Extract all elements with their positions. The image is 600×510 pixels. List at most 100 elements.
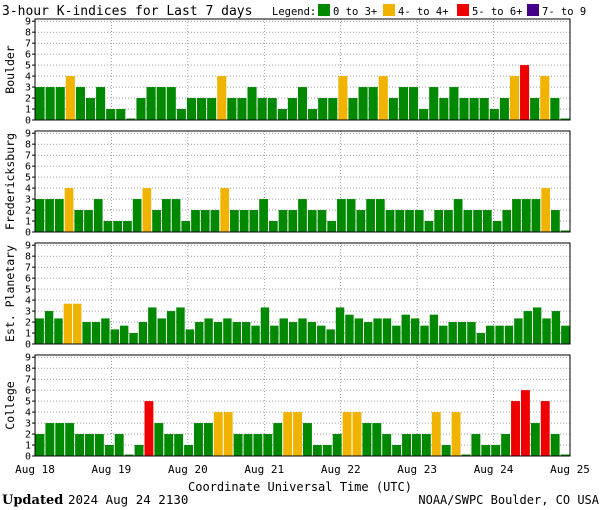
y-tick-label: 4 [25,296,31,307]
k-index-bar [113,221,123,232]
k-index-bar [354,318,364,344]
y-tick-label: 9 [25,17,31,28]
y-tick-label: 1 [25,329,31,340]
k-index-bar [328,98,338,120]
k-index-bar [540,76,550,120]
y-tick-label: 7 [25,151,31,162]
panel-station-label: Fredericksburg [3,133,17,230]
k-index-bar [65,423,75,456]
k-index-bar [251,325,260,344]
k-index-bar [453,199,463,232]
k-index-bar [91,322,101,344]
y-tick-label: 6 [25,162,31,173]
k-index-bar [312,445,322,456]
y-tick-label: 0 [25,116,31,127]
k-index-bar [184,445,194,456]
k-index-bar [392,445,402,456]
k-index-bar [358,87,368,120]
k-index-bar [476,333,486,344]
y-tick-label: 6 [25,274,31,285]
k-index-bar [35,318,44,344]
k-index-bar [223,318,232,344]
k-index-bar [171,199,181,232]
k-index-bar [283,412,293,456]
updated-timestamp: 2024 Aug 24 2130 [68,492,188,507]
legend: 0 to 3+ 4- to 4+ 5- to 6+ 7- to 9 [318,4,586,18]
k-index-bar [419,109,429,120]
k-index-bar [273,423,283,456]
y-tick-label: 4 [25,408,31,419]
k-index-bar [414,210,424,232]
k-index-bar [378,76,388,120]
x-tick-label: Aug 24 [474,463,514,476]
y-tick-label: 5 [25,61,31,72]
k-index-bar [64,188,74,232]
k-index-bar [332,434,342,456]
k-index-bar [375,199,385,232]
k-index-bar [364,322,373,344]
k-index-bar [166,87,176,120]
credit-text: NOAA/SWPC Boulder, CO USA [418,493,599,507]
y-tick-label: 3 [25,419,31,430]
legend-swatch [457,4,469,16]
k-index-bar [520,65,530,120]
k-index-bar [479,98,489,120]
k-index-bar [449,87,459,120]
k-index-bar [509,76,520,120]
x-tick-label: Aug 22 [321,463,361,476]
k-index-bar [227,98,237,120]
k-index-bar [511,401,520,456]
k-index-bar [134,445,144,456]
k-index-bar [348,98,358,120]
k-index-bar [35,199,45,232]
y-tick-label: 2 [25,94,31,105]
k-index-bar [473,210,482,232]
k-index-bar [106,109,116,120]
legend-item: 7- to 9 [527,4,586,18]
k-index-bar [241,322,251,344]
k-index-bar [429,314,439,344]
k-index-bar [96,87,106,120]
k-index-bar [194,423,203,456]
k-index-bar [263,434,273,456]
k-index-bar [124,454,134,456]
k-index-bar [45,423,55,456]
k-index-bar [322,445,332,456]
k-index-bar [401,314,410,344]
k-index-bar [540,401,550,456]
k-index-bar [247,87,257,120]
k-index-bar [541,188,551,232]
k-index-bar [110,329,119,344]
panel-frame [34,242,571,345]
k-index-bar [421,434,431,456]
k-index-bar [491,445,501,456]
x-axis-label: Coordinate Universal Time (UTC) [188,480,412,494]
k-index-bar [335,307,345,344]
k-index-bar [213,322,223,344]
y-tick-label: 0 [25,452,31,463]
k-index-bar [257,98,267,120]
k-index-bar [233,434,243,456]
k-index-bar [492,221,502,232]
k-index-bar [74,210,84,232]
k-index-bar [93,199,103,232]
k-index-bar [126,118,136,120]
k-index-bar [267,98,277,120]
k-index-bar [243,434,253,456]
k-index-bar [298,318,307,344]
k-index-bar [55,87,65,120]
k-index-bar [253,434,263,456]
k-index-bar [75,434,85,456]
k-index-bar [448,322,457,344]
k-index-bar [352,412,362,456]
k-index-bar [338,76,348,120]
legend-label: Legend: [272,6,316,18]
k-index-bar [489,109,499,120]
k-index-bar [317,325,326,344]
legend-swatch [383,4,395,16]
k-index-bar [288,322,298,344]
y-tick-label: 4 [25,72,31,83]
y-tick-label: 8 [25,252,31,263]
k-index-bar [181,221,191,232]
